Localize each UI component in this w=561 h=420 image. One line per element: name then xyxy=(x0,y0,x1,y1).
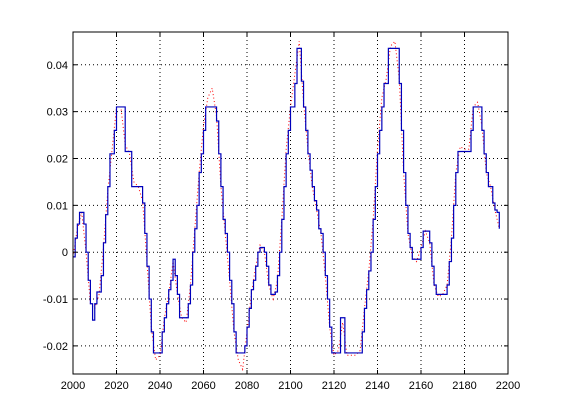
data-series xyxy=(72,40,500,372)
y-tick-label: 0.03 xyxy=(47,107,68,119)
x-tick-label: 2000 xyxy=(61,380,85,392)
x-tick-label: 2100 xyxy=(278,380,302,392)
y-tick-label: 0.01 xyxy=(47,200,68,212)
grid-lines xyxy=(73,32,508,374)
series-line-dotted xyxy=(72,40,500,372)
x-tick-label: 2080 xyxy=(235,380,259,392)
plot-area-background xyxy=(73,32,508,374)
x-tick-label: 2140 xyxy=(365,380,389,392)
x-tick-label: 2180 xyxy=(452,380,476,392)
y-tick-label: 0.04 xyxy=(47,60,68,72)
series-line-solid xyxy=(73,47,500,354)
y-tick-label: -0.01 xyxy=(43,294,68,306)
axis-ticks: 2000 2020 2040 2060 2080 2100 2120 2140 2160 2180… xyxy=(43,32,520,392)
x-tick-label: 2160 xyxy=(409,380,433,392)
y-tick-label: 0 xyxy=(62,247,68,259)
x-tick-label: 2200 xyxy=(496,380,520,392)
x-tick-label: 2040 xyxy=(148,380,172,392)
y-tick-label: -0.02 xyxy=(43,341,68,353)
y-tick-label: 0.02 xyxy=(47,153,68,165)
x-tick-label: 2020 xyxy=(104,380,128,392)
x-tick-label: 2120 xyxy=(322,380,346,392)
x-tick-label: 2060 xyxy=(191,380,215,392)
